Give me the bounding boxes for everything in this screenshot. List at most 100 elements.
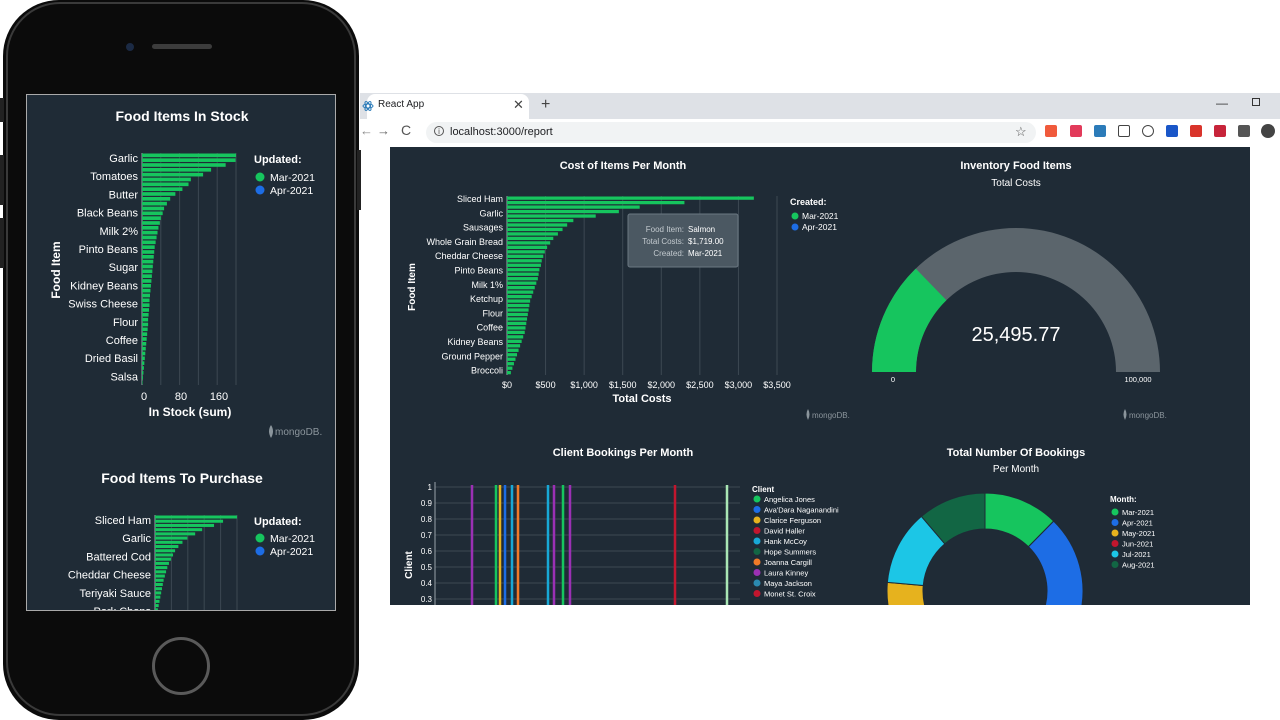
phone-chart2-bar[interactable] bbox=[155, 545, 179, 549]
phone-chart1-bar[interactable] bbox=[142, 346, 146, 351]
cost-chart-bar[interactable] bbox=[507, 312, 528, 317]
cost-chart-bar[interactable] bbox=[507, 335, 524, 339]
phone-chart1-bar[interactable] bbox=[142, 250, 155, 254]
cost-chart-bar[interactable] bbox=[507, 263, 541, 267]
cost-chart-bar[interactable] bbox=[507, 277, 538, 281]
phone-chart1-bar[interactable] bbox=[142, 264, 153, 269]
phone-chart1-bar[interactable] bbox=[142, 337, 147, 341]
cost-chart-bar[interactable] bbox=[507, 339, 522, 343]
phone-chart2-bar[interactable] bbox=[155, 515, 237, 519]
phone-chart1-bar[interactable] bbox=[142, 163, 226, 167]
donut-slice[interactable] bbox=[920, 492, 986, 545]
extension-7-icon[interactable] bbox=[1190, 125, 1202, 137]
bookmark-star-icon[interactable]: ☆ bbox=[1015, 124, 1027, 139]
phone-chart2-bar[interactable] bbox=[155, 532, 196, 536]
cost-chart-bar[interactable] bbox=[507, 259, 542, 263]
phone-chart2-bar[interactable] bbox=[155, 599, 160, 603]
extension-3-icon[interactable] bbox=[1094, 125, 1106, 137]
cost-chart-bar[interactable] bbox=[507, 223, 568, 227]
site-info-icon[interactable]: i bbox=[434, 126, 444, 136]
phone-chart1-bar[interactable] bbox=[142, 308, 150, 312]
cost-chart-bar[interactable] bbox=[507, 209, 619, 214]
cost-chart-bar[interactable] bbox=[507, 254, 544, 258]
donut-slice[interactable] bbox=[886, 581, 1009, 605]
phone-chart1-bar[interactable] bbox=[142, 274, 152, 278]
cost-chart-bar[interactable] bbox=[507, 227, 563, 232]
phone-chart2-bar[interactable] bbox=[155, 578, 164, 582]
cost-chart-bar[interactable] bbox=[507, 366, 513, 370]
cost-chart-bar[interactable] bbox=[507, 371, 511, 375]
phone-chart1-bar[interactable] bbox=[142, 269, 153, 274]
cost-chart-bar[interactable] bbox=[507, 299, 531, 303]
cost-chart-bar[interactable] bbox=[507, 236, 554, 241]
phone-chart1-bar[interactable] bbox=[142, 216, 161, 220]
cost-chart-bar[interactable] bbox=[507, 362, 514, 366]
phone-chart2-bar[interactable] bbox=[155, 553, 174, 557]
cost-chart-bar[interactable] bbox=[507, 326, 526, 330]
cost-chart-bar[interactable] bbox=[507, 196, 754, 200]
phone-chart2-bar[interactable] bbox=[155, 595, 161, 599]
phone-chart2-bar[interactable] bbox=[155, 549, 176, 553]
phone-chart1-bar[interactable] bbox=[142, 153, 236, 158]
phone-chart1-bar[interactable] bbox=[142, 322, 149, 327]
extension-6-icon[interactable] bbox=[1166, 125, 1178, 137]
cost-chart-bar[interactable] bbox=[507, 294, 532, 299]
phone-chart1-bar[interactable] bbox=[142, 361, 145, 365]
phone-chart2-bar[interactable] bbox=[155, 528, 203, 532]
cost-chart-bar[interactable] bbox=[507, 281, 537, 285]
extension-8-icon[interactable] bbox=[1214, 125, 1226, 137]
cost-chart-bar[interactable] bbox=[507, 218, 574, 223]
donut-slice[interactable] bbox=[1000, 520, 1084, 605]
phone-chart1-bar[interactable] bbox=[142, 298, 150, 303]
phone-chart1-bar[interactable] bbox=[142, 313, 149, 317]
back-icon[interactable]: ← bbox=[360, 123, 373, 138]
phone-chart1-bar[interactable] bbox=[142, 288, 151, 293]
phone-chart2-bar[interactable] bbox=[155, 591, 162, 595]
cost-chart-bar[interactable] bbox=[507, 353, 518, 357]
new-tab-icon[interactable]: + bbox=[541, 96, 551, 113]
cost-chart-bar[interactable] bbox=[507, 357, 516, 361]
extension-2-icon[interactable] bbox=[1070, 125, 1082, 137]
window-maximize-icon[interactable] bbox=[1252, 98, 1260, 106]
phone-chart1-bar[interactable] bbox=[142, 380, 143, 385]
phone-chart1-bar[interactable] bbox=[142, 351, 146, 356]
cost-chart-bar[interactable] bbox=[507, 245, 548, 249]
cost-chart-bar[interactable] bbox=[507, 303, 530, 308]
phone-chart2-bar[interactable] bbox=[155, 536, 188, 540]
phone-chart1-bar[interactable] bbox=[142, 221, 160, 225]
phone-chart1-bar[interactable] bbox=[142, 327, 148, 332]
phone-home-button[interactable] bbox=[152, 637, 210, 695]
phone-chart1-bar[interactable] bbox=[142, 371, 144, 375]
cost-chart-bar[interactable] bbox=[507, 344, 521, 348]
window-minimize-icon[interactable]: — bbox=[1216, 96, 1228, 110]
address-bar[interactable] bbox=[426, 122, 1036, 143]
cost-chart-bar[interactable] bbox=[507, 205, 640, 209]
profile-avatar[interactable] bbox=[1261, 124, 1275, 138]
phone-chart2-bar[interactable] bbox=[155, 587, 162, 591]
phone-chart1-bar[interactable] bbox=[142, 197, 171, 201]
phone-chart1-bar[interactable] bbox=[142, 255, 154, 259]
phone-chart1-bar[interactable] bbox=[142, 201, 167, 206]
phone-chart1-bar[interactable] bbox=[142, 230, 158, 235]
phone-chart1-bar[interactable] bbox=[142, 240, 156, 245]
phone-chart2-bar[interactable] bbox=[155, 523, 215, 527]
phone-chart1-bar[interactable] bbox=[142, 303, 150, 307]
cost-chart-bar[interactable] bbox=[507, 286, 535, 290]
cost-chart-bar[interactable] bbox=[507, 348, 519, 352]
phone-chart1-bar[interactable] bbox=[142, 342, 147, 346]
phone-chart2-bar[interactable] bbox=[155, 570, 167, 574]
phone-chart1-bar[interactable] bbox=[142, 226, 159, 230]
phone-chart1-bar[interactable] bbox=[142, 375, 143, 380]
phone-chart1-bar[interactable] bbox=[142, 317, 149, 322]
cost-chart-bar[interactable] bbox=[507, 268, 540, 272]
cost-chart-bar[interactable] bbox=[507, 272, 539, 276]
forward-icon[interactable]: → bbox=[377, 123, 390, 138]
phone-chart1-bar[interactable] bbox=[142, 211, 163, 216]
phone-chart1-bar[interactable] bbox=[142, 192, 176, 196]
phone-chart1-bar[interactable] bbox=[142, 279, 152, 283]
cost-chart-bar[interactable] bbox=[507, 232, 558, 236]
phone-chart1-bar[interactable] bbox=[142, 356, 145, 361]
extensions-puzzle-icon[interactable] bbox=[1238, 125, 1250, 137]
extension-1-icon[interactable] bbox=[1045, 125, 1057, 137]
cost-chart-bar[interactable] bbox=[507, 214, 596, 218]
